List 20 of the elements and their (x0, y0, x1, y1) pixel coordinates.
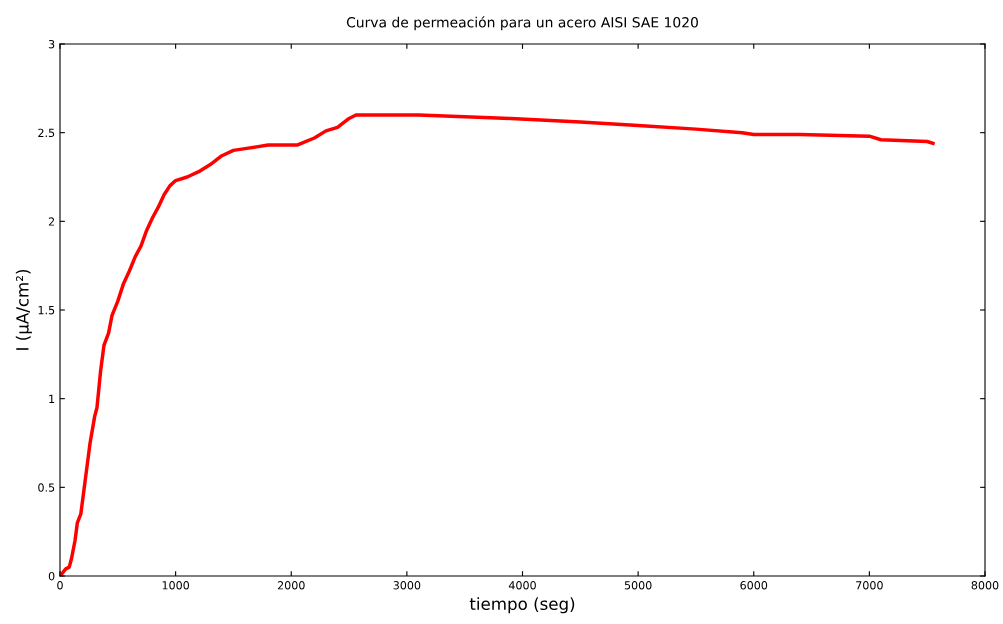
y-tick-label: 1.5 (38, 306, 55, 315)
x-tick-label: 7000 (856, 581, 883, 590)
chart-title: Curva de permeación para un acero AISI SAE 1020 (346, 16, 698, 31)
y-tick-label: 0.5 (38, 483, 55, 492)
x-tick-label: 5000 (624, 581, 652, 590)
y-tick-label: 2 (48, 217, 55, 226)
x-tick-label: 3000 (393, 581, 421, 590)
y-axis-title: I (µA/cm²) (15, 269, 32, 350)
x-tick-label: 2000 (277, 581, 305, 590)
y-tick-label: 0 (48, 571, 55, 581)
x-tick-label: 4000 (508, 581, 536, 590)
y-tick-label: 3 (48, 39, 55, 49)
line-series (60, 113, 935, 576)
x-tick-label: 1000 (162, 581, 190, 590)
y-tick-label: 1 (49, 394, 55, 403)
y-tick-label: 2.5 (38, 128, 55, 138)
x-tick-label: 6000 (740, 581, 768, 590)
x-tick-label: 0 (57, 581, 63, 590)
x-tick-label: 8000 (971, 581, 999, 590)
x-axis-title: tiempo (seg) (469, 597, 575, 614)
